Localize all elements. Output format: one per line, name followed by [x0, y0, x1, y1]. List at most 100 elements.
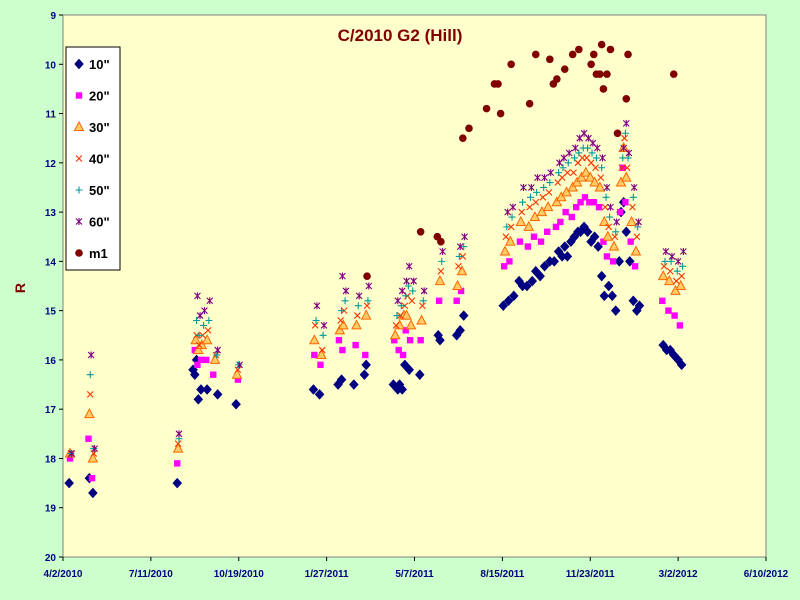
data-point: [603, 183, 611, 191]
data-point: [605, 223, 613, 231]
data-point: [337, 319, 349, 330]
data-point: [657, 270, 669, 281]
data-point: [603, 253, 611, 260]
data-point: [417, 337, 424, 344]
data-point: [393, 312, 401, 320]
data-point: [508, 290, 519, 302]
data-point: [529, 210, 541, 222]
legend-box: [65, 46, 121, 271]
data-point: [634, 223, 642, 231]
data-point: [592, 154, 600, 162]
data-point: [482, 104, 491, 113]
data-point: [609, 258, 617, 265]
data-points: [64, 40, 687, 499]
data-point: [598, 215, 610, 226]
data-point: [231, 368, 243, 379]
x-tick-label: 6/10/2012: [744, 569, 789, 580]
data-point: [64, 477, 74, 489]
y-tick-label: 18: [45, 454, 57, 465]
data-point: [437, 237, 445, 246]
data-point: [593, 144, 601, 152]
data-point: [613, 129, 622, 138]
data-point: [175, 430, 183, 438]
data-point: [86, 371, 94, 379]
data-point: [392, 322, 400, 329]
data-point: [404, 282, 412, 290]
data-point: [460, 243, 468, 251]
data-point: [562, 208, 569, 216]
data-point: [416, 228, 425, 236]
legend-marker: [75, 155, 83, 162]
data-point: [201, 307, 208, 315]
x-tick-label: 10/19/2010: [214, 569, 264, 580]
data-point: [67, 450, 75, 458]
data-point: [624, 255, 635, 267]
data-point: [203, 356, 210, 364]
data-point: [435, 334, 445, 346]
data-point: [506, 258, 513, 265]
data-point: [622, 119, 630, 127]
data-point: [568, 50, 577, 59]
data-point: [360, 309, 372, 320]
y-tick-label: 20: [45, 553, 57, 564]
data-point: [676, 359, 687, 371]
legend-label: 60": [89, 215, 110, 230]
data-point: [403, 277, 410, 285]
data-point: [234, 376, 242, 383]
data-point: [354, 302, 362, 310]
data-point: [577, 199, 584, 206]
data-point: [408, 297, 416, 305]
data-point: [630, 183, 638, 191]
data-point: [586, 199, 593, 206]
data-point: [623, 164, 631, 172]
data-point: [206, 297, 214, 305]
x-tick-label: 4/2/2010: [44, 569, 83, 580]
data-point: [397, 384, 408, 395]
data-point: [84, 408, 95, 419]
data-point: [537, 238, 545, 245]
data-point: [406, 337, 414, 344]
x-axis: 4/2/2010 7/11/2010 10/19/2010 1/27/2011 5/7/…: [44, 557, 789, 580]
data-point: [621, 226, 632, 238]
legend-label: 40": [89, 152, 110, 167]
data-point: [673, 267, 681, 275]
data-point: [394, 297, 402, 305]
data-point: [532, 198, 540, 206]
data-point: [667, 257, 675, 265]
data-point: [363, 302, 371, 310]
data-point: [568, 213, 575, 221]
data-point: [362, 351, 369, 359]
data-point: [672, 277, 680, 285]
data-point: [503, 223, 511, 231]
data-point: [313, 302, 321, 310]
data-point: [567, 181, 579, 192]
data-point: [540, 183, 548, 191]
data-point: [552, 223, 560, 231]
data-point: [397, 302, 405, 310]
data-point: [630, 245, 642, 256]
data-point: [600, 238, 607, 245]
data-point: [626, 215, 637, 226]
plot-area: [62, 14, 767, 558]
data-point: [66, 455, 74, 462]
data-point: [338, 307, 346, 315]
data-point: [235, 361, 243, 369]
data-point: [536, 206, 548, 217]
data-point: [507, 60, 515, 69]
data-point: [622, 199, 629, 206]
data-point: [458, 310, 469, 321]
data-point: [541, 174, 548, 182]
data-point: [351, 319, 362, 330]
data-point: [353, 312, 361, 319]
data-point: [622, 94, 631, 103]
data-point: [364, 297, 372, 305]
data-point: [192, 343, 204, 355]
data-point: [359, 369, 370, 381]
data-point: [610, 305, 621, 317]
data-point: [349, 379, 359, 390]
data-point: [535, 270, 545, 282]
data-point: [603, 280, 614, 292]
data-point: [549, 255, 560, 267]
data-point: [336, 374, 347, 385]
data-point: [674, 257, 682, 265]
